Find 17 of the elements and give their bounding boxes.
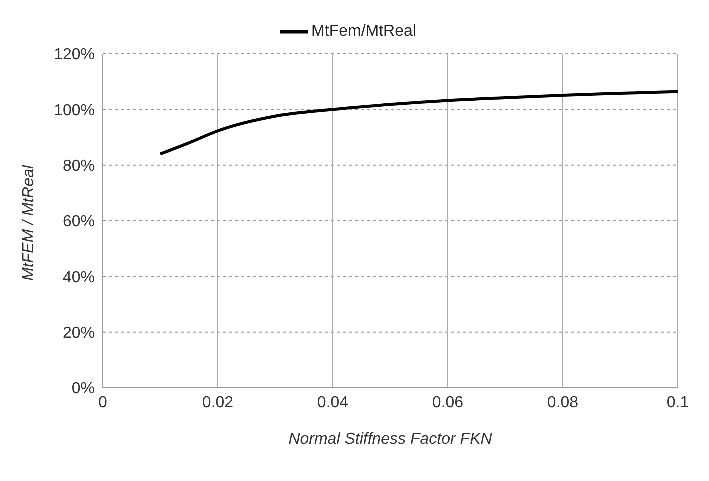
y-tick-label: 80% [62,158,95,176]
legend-label: MtFem/MtReal [312,23,416,40]
x-tick-label: 0.02 [202,394,234,412]
x-tick-label: 0.06 [432,394,464,412]
y-tick-label: 0% [72,380,95,398]
x-tick-label: 0 [98,394,108,412]
y-tick-label: 100% [54,102,95,120]
x-tick-label: 0.1 [666,394,690,412]
line-series [159,90,678,156]
y-tick-label: 20% [62,325,95,342]
y-tick-label: 40% [62,269,95,286]
y-tick-label: 120% [54,46,95,64]
x-axis-title: Normal Stiffness Factor FKN [288,431,493,448]
y-tick-label: 60% [62,214,95,231]
x-tick-label: 0.08 [547,394,579,412]
x-tick-label: 0.04 [317,394,349,412]
y-axis-title: MtFEM / MtReal [20,164,38,281]
